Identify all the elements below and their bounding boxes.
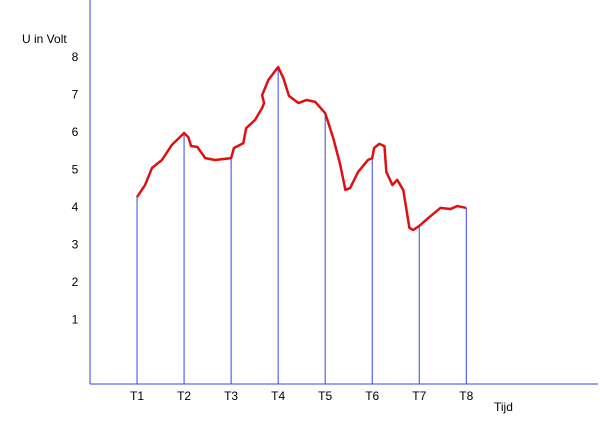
y-tick-label: 4 (72, 200, 79, 214)
x-axis-label: Tijd (494, 400, 513, 414)
x-tick-label: T7 (412, 389, 426, 403)
y-tick-label: 7 (72, 88, 79, 102)
x-tick-label: T1 (130, 389, 144, 403)
x-tick-label: T4 (271, 389, 285, 403)
x-tick-label: T2 (177, 389, 191, 403)
y-tick-label: 2 (72, 275, 79, 289)
voltage-line (135, 65, 467, 232)
y-tick-label: 3 (72, 238, 79, 252)
x-tick-label: T8 (459, 389, 473, 403)
y-tick-label: 1 (72, 312, 79, 326)
y-axis-label: U in Volt (22, 32, 67, 46)
y-tick-label: 6 (72, 125, 79, 139)
y-tick-label: 5 (72, 163, 79, 177)
x-tick-label: T3 (224, 389, 238, 403)
y-tick-label: 8 (72, 50, 79, 64)
x-tick-label: T5 (318, 389, 332, 403)
x-tick-label: T6 (365, 389, 379, 403)
